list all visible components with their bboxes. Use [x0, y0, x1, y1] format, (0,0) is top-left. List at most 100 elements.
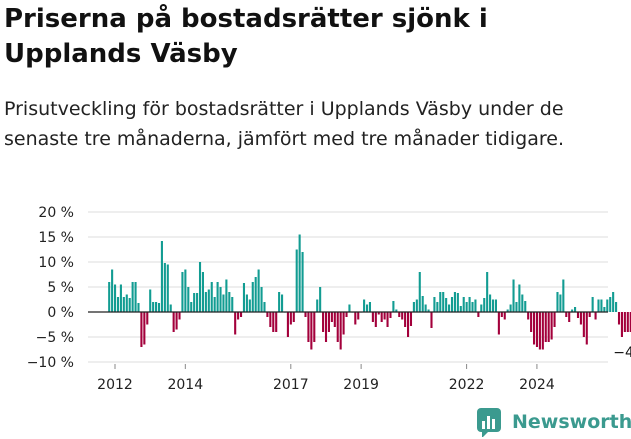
x-tick-label: 2014	[167, 377, 203, 393]
bar	[198, 262, 202, 312]
bar	[157, 303, 161, 312]
chart-subtitle: Prisutveckling för bostadsrätter i Uppla…	[4, 98, 564, 150]
bar	[486, 272, 489, 312]
bar	[565, 312, 568, 317]
bar	[421, 296, 424, 312]
bar	[412, 302, 415, 312]
x-tick-label: 2022	[449, 377, 485, 393]
bar	[588, 312, 591, 317]
bar	[175, 312, 178, 330]
bar	[319, 287, 322, 312]
bar	[427, 309, 430, 312]
bar	[239, 312, 243, 317]
bar	[190, 302, 193, 312]
bar	[260, 287, 263, 312]
bar	[591, 297, 594, 312]
bar	[380, 312, 383, 322]
bar	[436, 302, 439, 312]
bar	[407, 312, 410, 337]
bar	[137, 303, 140, 312]
bar	[119, 284, 122, 312]
bar	[149, 289, 152, 312]
bar	[553, 312, 556, 327]
bar	[562, 279, 565, 312]
x-tick-label: 2024	[519, 377, 555, 393]
bar	[603, 307, 606, 312]
bar	[518, 284, 521, 312]
bar	[582, 312, 585, 337]
bar	[116, 297, 120, 312]
bar	[468, 297, 471, 312]
bar	[629, 312, 631, 332]
bar	[111, 269, 114, 312]
bar	[281, 294, 284, 312]
bar	[474, 299, 477, 312]
bar	[251, 282, 254, 312]
bar	[615, 302, 618, 312]
bar	[304, 312, 307, 317]
bar	[222, 294, 225, 312]
bar	[292, 312, 295, 322]
bar	[146, 312, 149, 325]
bar	[459, 306, 462, 312]
bar	[574, 307, 577, 312]
y-tick-label: −10 %	[27, 355, 74, 371]
bar	[278, 292, 281, 312]
bar	[424, 304, 427, 312]
bar	[398, 312, 401, 317]
bar	[506, 309, 509, 312]
bar	[489, 294, 492, 312]
bar-series	[108, 234, 631, 350]
bar	[295, 249, 298, 312]
bar	[365, 304, 369, 312]
bar	[465, 302, 468, 312]
bar	[213, 297, 216, 312]
bar	[597, 299, 600, 312]
bar	[330, 312, 333, 322]
bar	[392, 301, 395, 312]
bar	[143, 312, 146, 345]
bar	[348, 304, 351, 312]
bar	[184, 269, 187, 312]
gridlines	[88, 211, 608, 363]
bar	[272, 312, 275, 332]
bar	[275, 312, 278, 332]
bar	[363, 299, 366, 312]
brand-name: Newsworthy	[512, 411, 631, 433]
newsworthy-brand[interactable]: Newsworthy	[476, 405, 631, 439]
bar	[480, 304, 483, 312]
y-tick-label: 10 %	[38, 255, 74, 271]
bar	[245, 294, 248, 312]
bar	[626, 312, 629, 332]
bar	[556, 292, 559, 312]
bar	[345, 312, 348, 317]
bar	[568, 312, 571, 322]
bar	[166, 264, 169, 312]
bar	[532, 312, 536, 345]
bar	[310, 312, 313, 350]
bar	[445, 298, 448, 312]
bar	[169, 304, 172, 312]
bar	[483, 298, 486, 312]
x-tick-label: 2012	[97, 377, 133, 393]
bar	[450, 297, 454, 312]
bar	[571, 309, 574, 312]
bar	[254, 277, 257, 312]
bar	[301, 252, 304, 312]
bar	[210, 282, 213, 312]
axes: 20 % 15 % 10 % 5 % 0 % −5 % −10 % 2012 2014 2017 2…	[27, 205, 631, 393]
bar	[497, 312, 500, 335]
bar	[307, 312, 310, 342]
bar	[418, 272, 421, 312]
bar	[114, 284, 117, 312]
bar	[237, 312, 240, 320]
bar	[242, 283, 246, 312]
bar	[535, 312, 539, 347]
bar	[216, 282, 219, 312]
bar	[594, 312, 597, 320]
bar	[266, 312, 269, 317]
bar	[178, 312, 181, 320]
bar	[286, 312, 289, 337]
bar	[108, 282, 111, 312]
y-tick-label: 0 %	[47, 305, 74, 321]
